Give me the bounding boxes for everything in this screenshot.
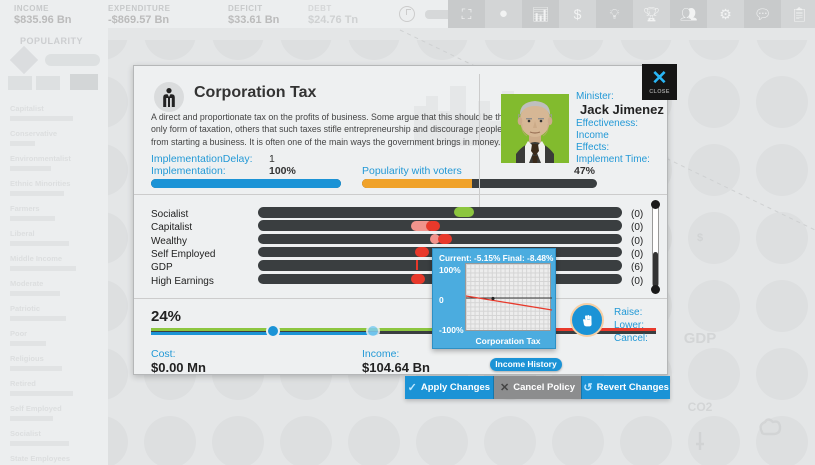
svg-text:CO2: CO2 (688, 400, 713, 414)
svg-text:$: $ (697, 232, 703, 244)
svg-text:GDP: GDP (684, 330, 717, 347)
